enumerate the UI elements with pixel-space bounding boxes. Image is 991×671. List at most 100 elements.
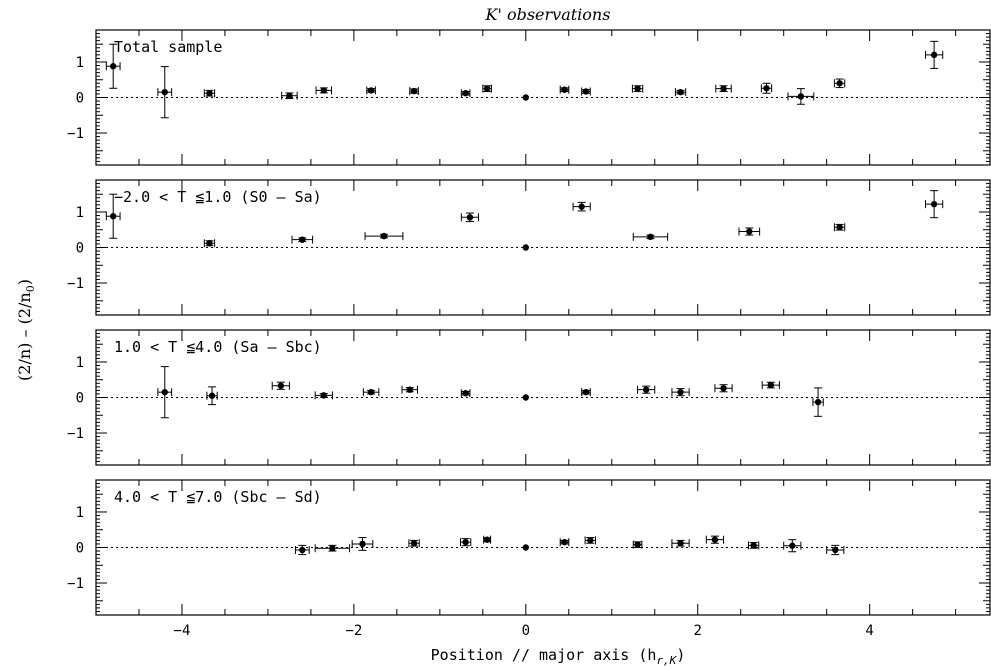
data-point — [460, 212, 480, 223]
x-axis-label: Position // major axis (hr,K) — [431, 646, 686, 667]
y-tick-label: 1 — [76, 355, 84, 371]
point-marker — [522, 544, 530, 551]
x-axis-label-sub: r,K — [656, 654, 677, 667]
data-point — [483, 535, 492, 544]
point-marker — [462, 390, 469, 397]
point-marker — [109, 213, 117, 220]
data-point — [812, 387, 824, 417]
x-tick-label: −4 — [174, 623, 191, 639]
data-point — [632, 232, 669, 241]
point-marker — [677, 388, 684, 396]
point-marker — [763, 85, 770, 92]
panel-label: 1.0 < T ≦4.0 (Sa – Sbc) — [114, 338, 322, 356]
data-point — [826, 544, 845, 556]
data-point — [715, 84, 732, 93]
data-point — [581, 87, 591, 96]
x-tick-label: 2 — [694, 623, 702, 639]
point-marker — [299, 236, 306, 243]
data-point — [315, 86, 333, 95]
data-point — [671, 388, 690, 397]
point-marker — [642, 386, 650, 393]
point-marker — [286, 92, 293, 99]
data-point — [206, 386, 218, 406]
y-tick-label: 1 — [76, 205, 84, 221]
data-point — [637, 385, 656, 394]
data-point — [482, 84, 492, 93]
data-point — [925, 190, 944, 219]
data-point — [925, 40, 944, 69]
data-point — [366, 86, 376, 95]
data-point — [674, 88, 687, 97]
data-point — [559, 538, 570, 547]
data-point — [460, 89, 471, 98]
point-marker — [720, 385, 727, 392]
point-marker — [206, 240, 213, 247]
data-point — [581, 388, 591, 397]
data-point — [671, 539, 690, 548]
data-point — [362, 388, 380, 397]
data-point — [105, 43, 121, 89]
point-marker — [277, 382, 285, 389]
panel-label: Total sample — [114, 38, 222, 56]
point-marker — [750, 542, 757, 549]
point-marker — [836, 224, 843, 231]
data-point — [522, 394, 530, 401]
point-marker — [466, 214, 474, 221]
point-marker — [462, 538, 469, 546]
data-point — [522, 94, 530, 101]
point-marker — [720, 85, 727, 92]
data-point — [351, 537, 374, 551]
data-point — [631, 84, 644, 93]
y-tick-label: −1 — [67, 126, 84, 142]
data-point — [271, 381, 290, 390]
y-tick-label: 0 — [76, 241, 84, 257]
point-marker — [483, 85, 491, 92]
point-marker — [582, 388, 590, 396]
point-marker — [522, 94, 530, 101]
x-axis-label-close: ) — [676, 646, 685, 664]
y-tick-label: 0 — [76, 541, 84, 557]
data-point — [833, 223, 846, 232]
point-marker — [677, 88, 684, 96]
point-marker — [789, 542, 796, 549]
data-point — [714, 384, 733, 393]
point-marker — [746, 228, 753, 235]
data-point — [294, 544, 310, 556]
data-point — [401, 385, 418, 394]
point-marker — [410, 540, 418, 547]
point-marker — [814, 398, 822, 406]
point-marker — [161, 88, 168, 96]
point-marker — [161, 388, 168, 396]
y-tick-label: 1 — [76, 55, 84, 71]
data-point — [761, 381, 780, 390]
point-marker — [367, 388, 375, 396]
point-marker — [299, 546, 306, 554]
point-marker — [634, 85, 641, 92]
point-marker — [380, 232, 388, 240]
data-point — [783, 539, 802, 553]
point-marker — [797, 93, 805, 100]
point-marker — [578, 203, 585, 210]
panel-4: −1 0 1 −4 −2 0 2 4 4.0 < T ≦7.0 (Sbc – Sd) — [67, 479, 991, 639]
data-point — [409, 87, 419, 96]
point-marker — [206, 90, 213, 97]
point-marker — [587, 537, 594, 544]
y-axis-label-close: ) — [15, 279, 34, 285]
x-tick-label: 4 — [865, 623, 873, 639]
data-point — [460, 389, 471, 398]
point-marker — [767, 381, 774, 389]
point-marker — [320, 87, 327, 94]
y-tick-label: 0 — [76, 91, 84, 107]
point-marker — [208, 392, 216, 399]
point-marker — [109, 63, 117, 70]
data-point — [459, 538, 472, 547]
data-point — [281, 91, 298, 100]
data-point — [314, 544, 351, 553]
data-point — [747, 541, 760, 550]
data-point — [364, 232, 404, 241]
panels: −1 0 1 Total sample −1 0 1 −2.0 < T ≦1.0 (S0 – … — [67, 29, 991, 639]
point-marker — [359, 540, 366, 548]
data-point — [314, 391, 333, 400]
data-point — [105, 193, 121, 239]
data-point — [291, 235, 314, 244]
